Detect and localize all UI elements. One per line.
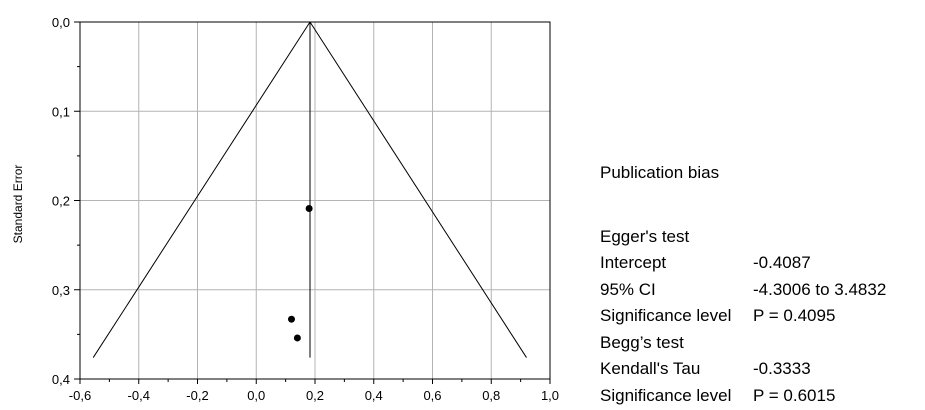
- study-point: [305, 205, 313, 213]
- tau-label: Kendall's Tau: [600, 359, 701, 378]
- begg-significance-value: P = 0.6015: [753, 385, 836, 405]
- egger-significance-label: Significance level: [600, 306, 732, 325]
- x-tick-label: -0,2: [186, 388, 208, 403]
- x-tick-label: -0,6: [69, 388, 91, 403]
- plot-frame: [79, 21, 551, 380]
- begg-significance-label: Significance level: [600, 385, 732, 405]
- axis-ticks: [74, 21, 551, 384]
- grid-lines: [79, 21, 551, 380]
- data-points: [288, 205, 313, 342]
- egger-significance-value: P = 0.4095: [753, 306, 836, 325]
- funnel-lines: [92, 21, 527, 358]
- y-tick-label: 0,0: [52, 15, 70, 30]
- y-tick-label: 0,1: [52, 104, 70, 119]
- intercept-label: Intercept: [600, 253, 667, 272]
- x-tick-label: 0,2: [306, 388, 324, 403]
- begg-heading: Begg’s test: [600, 330, 886, 357]
- tau-value: -0.3333: [753, 359, 811, 378]
- x-tick-label: 0,0: [247, 388, 265, 403]
- y-tick-label: 0,2: [52, 194, 70, 209]
- intercept-row: Intercept -0.4087: [600, 250, 886, 277]
- begg-heading-text: Begg’s test: [600, 332, 684, 352]
- y-axis-label: Standard Error: [11, 165, 25, 244]
- x-tick-label: 0,8: [482, 388, 500, 403]
- y-tick-label: 0,3: [52, 283, 70, 298]
- x-tick-label: -0,4: [128, 388, 150, 403]
- study-point: [288, 315, 295, 323]
- tick-labels: -0,6 -0,4 -0,2 0,0 0,2 0,4 0,6 0,8 1,0 0,0 0,1 0,2 0…: [52, 15, 559, 403]
- ci-value: -4.3006 to 3.4832: [753, 279, 887, 299]
- x-tick-label: 0,6: [423, 388, 441, 403]
- ci-label: 95% CI: [600, 279, 656, 299]
- funnel-line: [92, 21, 311, 358]
- egger-heading-text: Egger's test: [600, 226, 690, 246]
- begg-significance-row: Significance level P = 0.6015: [600, 383, 886, 410]
- egger-heading: Egger's test: [600, 224, 886, 251]
- y-tick-label: 0,4: [52, 372, 70, 387]
- ci-row: 95% CI -4.3006 to 3.4832: [600, 277, 886, 304]
- tau-row: Kendall's Tau -0.3333: [600, 356, 886, 383]
- publication-bias-panel: Publication bias Egger's test Intercept …: [600, 160, 886, 409]
- publication-bias-title-text: Publication bias: [600, 163, 720, 182]
- x-tick-label: 0,4: [365, 388, 383, 403]
- funnel-plot: -0,6 -0,4 -0,2 0,0 0,2 0,4 0,6 0,8 1,0 0,0 0,1 0,2 0…: [11, 15, 559, 403]
- intercept-value: -0.4087: [753, 253, 811, 272]
- funnel-line: [309, 21, 527, 358]
- x-tick-label: 1,0: [541, 388, 559, 403]
- study-point: [293, 334, 301, 342]
- publication-bias-title: Publication bias: [600, 160, 886, 187]
- egger-significance-row: Significance level P = 0.4095: [600, 303, 886, 330]
